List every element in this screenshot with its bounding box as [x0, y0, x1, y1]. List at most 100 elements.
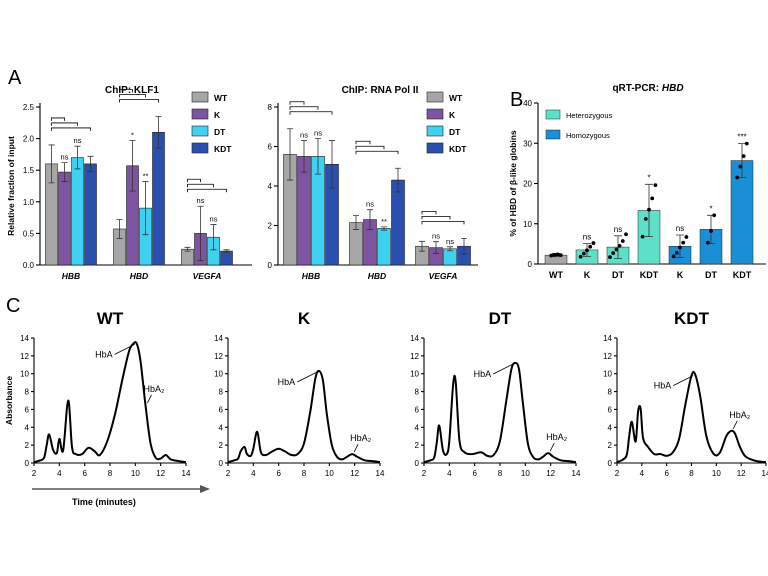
y-tick-label: 20: [523, 180, 532, 189]
y-tick-label: 4: [25, 423, 30, 432]
x-tick-label: 10: [712, 469, 721, 478]
comparison-bracket: [421, 220, 465, 225]
legend-label: DT: [449, 127, 461, 137]
hplc-xlabel: Time (minutes): [72, 497, 136, 507]
x-tick-label: 6: [664, 469, 669, 478]
significance-label: **: [143, 172, 149, 181]
y-tick-label: 14: [214, 334, 223, 343]
y-tick-label: 2.0: [23, 135, 35, 144]
error-bar: [353, 215, 359, 230]
bar-hbb-k: [58, 171, 71, 266]
y-tick-label: 0: [528, 260, 533, 269]
x-tick-label: 2: [226, 469, 231, 478]
bar-hbd-kdt: [391, 179, 405, 266]
y-tick-label: 0: [25, 459, 30, 468]
y-tick-label: 0.5: [23, 229, 35, 238]
chart-title: qRT-PCR: HBD: [612, 83, 683, 94]
hba2-label: HbA₂: [350, 433, 372, 443]
y-tick-label: 0.0: [23, 261, 35, 270]
error-bar: [395, 167, 401, 193]
y-tick-label: 30: [523, 139, 532, 148]
x-tick-label: 2: [32, 469, 37, 478]
significance-label: ns: [366, 200, 374, 209]
y-tick-label: 8: [219, 388, 224, 397]
data-point: [653, 183, 658, 188]
y-tick-label: 8: [25, 388, 30, 397]
comparison-bracket: [289, 101, 305, 105]
category-label: VEGFA: [429, 271, 458, 281]
y-tick-label: 8: [415, 388, 420, 397]
error-bar: [87, 155, 94, 172]
legend-label: WT: [214, 93, 228, 103]
category-label: HBB: [62, 271, 80, 281]
category-label: HBD: [368, 271, 386, 281]
comparison-bracket: [421, 215, 451, 220]
y-tick-label: 4: [415, 423, 420, 432]
data-point: [591, 241, 596, 245]
x-tick-label: 2: [422, 469, 427, 478]
y-tick-label: 0: [268, 261, 273, 270]
hba-leader: [673, 375, 694, 386]
legend-swatch: [191, 125, 209, 137]
error-bar: [738, 143, 746, 178]
comparison-bracket: [289, 111, 333, 115]
error-bar: [433, 241, 439, 254]
x-tick-label: 4: [251, 469, 256, 478]
data-point: [674, 250, 679, 255]
absorbance-trace: [423, 361, 577, 464]
absorbance-trace: [33, 341, 187, 464]
legend-swatch: [191, 91, 209, 103]
hplc-ylabel: Absorbance: [4, 376, 14, 425]
legend-swatch: [545, 129, 561, 140]
data-point: [555, 252, 560, 257]
hba-leader: [493, 363, 514, 375]
significance-label: ns: [676, 224, 684, 233]
comparison-bracket: [421, 210, 437, 215]
hba2-label: HbA₂: [143, 384, 165, 394]
legend-swatch: [545, 109, 561, 120]
y-tick-label: 6: [219, 405, 224, 414]
x-tick-label: 6: [82, 469, 87, 478]
legend-label: DT: [214, 127, 226, 137]
category-label: DT: [705, 270, 717, 280]
absorbance-trace: [227, 369, 381, 464]
hba2-leader: [549, 442, 555, 452]
x-tick-label: 14: [762, 469, 768, 478]
data-point: [585, 248, 589, 253]
legend-swatch: [426, 142, 444, 154]
error-bar: [210, 224, 217, 251]
comparison-bracket: [289, 106, 319, 110]
x-tick-label: 10: [521, 469, 530, 478]
hba2-label: HbA₂: [546, 432, 568, 442]
chart-qrt-pcr-hbd: qRT-PCR: HBD 0 10 20 30 40 % of HBD of β-like …: [508, 83, 766, 280]
x-tick-label: 6: [276, 469, 281, 478]
data-point: [624, 232, 628, 237]
category-label: HBD: [130, 271, 148, 281]
y-tick-label: 14: [410, 334, 419, 343]
bar-hbb-kdt: [84, 163, 97, 266]
trace-title: DT: [489, 309, 512, 328]
error-bar: [461, 237, 467, 255]
legend-label: WT: [449, 93, 463, 103]
y-axis-label: % of HBD of β-like globins: [508, 130, 518, 237]
legend-swatch: [191, 108, 209, 120]
significance-label: ns: [61, 153, 69, 162]
data-point: [608, 255, 612, 260]
bar-hbd-dt: [377, 228, 391, 266]
y-tick-label: 6: [25, 405, 30, 414]
y-tick-label: 10: [20, 370, 29, 379]
significance-label: ***: [737, 133, 746, 142]
error-bar: [223, 249, 230, 253]
x-tick-label: 8: [302, 469, 307, 478]
significance-label: ns: [446, 237, 454, 246]
panel-label-c: C: [6, 295, 20, 317]
comparison-bracket: [51, 122, 78, 126]
category-label: VEGFA: [193, 271, 222, 281]
bar-vegfa-wt: [181, 248, 194, 266]
data-point: [684, 235, 689, 239]
